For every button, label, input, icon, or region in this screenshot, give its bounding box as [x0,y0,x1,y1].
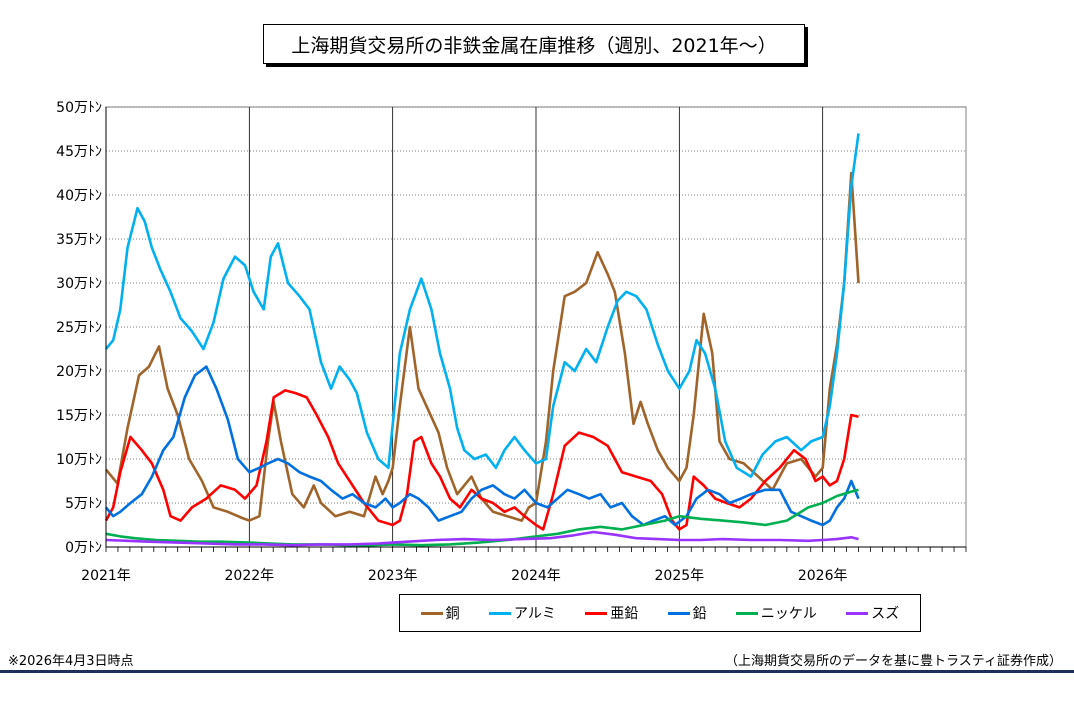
legend-label: 銅 [445,606,460,622]
legend-label: ニッケル [760,606,817,622]
legend-label: スズ [871,606,900,622]
legend-item-0: 銅 [420,603,460,623]
y-tick-label: 40万ﾄﾝ [56,188,102,204]
y-tick-label: 25万ﾄﾝ [56,320,102,336]
chart-canvas: 0万ﾄﾝ 5万ﾄﾝ 10万ﾄﾝ 15万ﾄﾝ 20万ﾄﾝ 25万ﾄﾝ 30万ﾄﾝ 35万ﾄﾝ 40… [56,100,967,584]
x-tick-label: 2023年 [368,568,418,584]
y-tick-label: 5万ﾄﾝ [65,496,102,512]
series-line-5 [105,530,859,547]
legend-swatch [420,611,443,615]
legend: 銅 アルミ 亜鉛 鉛 ニッケル スズ [399,594,921,632]
series-line-3 [104,365,860,527]
x-tick-label: 2025年 [655,568,705,584]
series-lines [104,133,860,547]
y-tick-label: 30万ﾄﾝ [56,276,102,292]
y-tick-label: 50万ﾄﾝ [56,100,102,116]
series-line-1 [104,133,860,478]
legend-swatch [846,611,869,615]
axes: 0万ﾄﾝ 5万ﾄﾝ 10万ﾄﾝ 15万ﾄﾝ 20万ﾄﾝ 25万ﾄﾝ 30万ﾄﾝ 35万ﾄﾝ 40… [56,100,967,584]
legend-item-1: アルミ [489,603,556,623]
x-tick-label: 2022年 [225,568,275,584]
bottom-divider [0,670,1074,673]
footnote: ※2026年4月3日時点 [8,654,134,669]
legend-item-3: 鉛 [667,603,707,623]
chart-title: 上海期貨交易所の非鉄金属在庫推移（週別、2021年〜） [263,24,805,64]
x-tick-label: 2024年 [511,568,561,584]
y-tick-label: 15万ﾄﾝ [56,408,102,424]
series-line-0 [104,171,860,522]
legend-item-5: スズ [846,603,899,623]
legend-item-4: ニッケル [735,603,817,623]
y-tick-label: 0万ﾄﾝ [65,540,102,556]
source-note: （上海期貨交易所のデータを基に豊トラスティ証券作成） [725,654,1062,669]
y-tick-label: 10万ﾄﾝ [56,452,102,468]
x-tick-label: 2026年 [798,568,848,584]
legend-swatch [585,611,608,615]
legend-label: 鉛 [692,606,707,622]
legend-swatch [489,611,512,615]
y-tick-label: 45万ﾄﾝ [56,144,102,160]
grid [105,106,967,548]
x-tick-label: 2021年 [81,568,131,584]
y-tick-label: 20万ﾄﾝ [56,364,102,380]
legend-item-2: 亜鉛 [585,603,638,623]
legend-label: アルミ [514,606,556,622]
legend-label: 亜鉛 [610,606,639,622]
y-tick-label: 35万ﾄﾝ [56,232,102,248]
legend-swatch [735,611,758,615]
legend-swatch [667,611,690,615]
